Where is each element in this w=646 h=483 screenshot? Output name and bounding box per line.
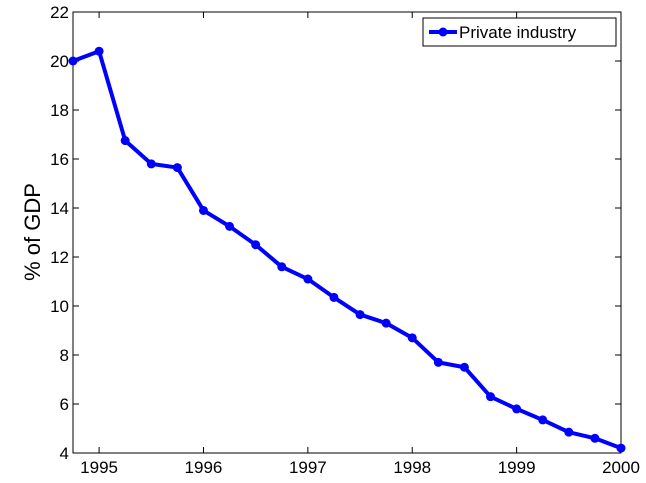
y-axis-label: % of GDP	[20, 183, 45, 281]
marker	[355, 310, 365, 320]
legend-label: Private industry	[459, 23, 577, 42]
y-tick-label: 14	[50, 199, 69, 218]
marker	[172, 163, 182, 173]
marker	[251, 240, 261, 250]
marker	[564, 427, 574, 437]
marker	[433, 357, 443, 367]
y-tick-label: 10	[50, 297, 69, 316]
legend-marker	[438, 27, 448, 37]
marker	[198, 205, 208, 215]
marker	[590, 433, 600, 443]
x-tick-label: 1997	[289, 458, 327, 477]
x-tick-label: 1999	[498, 458, 536, 477]
y-tick-label: 12	[50, 248, 69, 267]
marker	[512, 404, 522, 414]
y-tick-label: 8	[60, 346, 69, 365]
marker	[146, 159, 156, 169]
marker	[459, 362, 469, 372]
marker	[486, 392, 496, 402]
marker	[538, 415, 548, 425]
y-tick-label: 16	[50, 150, 69, 169]
plot-area	[72, 11, 622, 454]
marker	[94, 46, 104, 56]
marker	[616, 443, 626, 453]
y-tick-label: 6	[60, 395, 69, 414]
marker	[381, 318, 391, 328]
marker	[120, 136, 130, 146]
marker	[303, 274, 313, 284]
y-tick-label: 4	[60, 444, 69, 463]
x-tick-label: 1998	[393, 458, 431, 477]
y-tick-label: 20	[50, 52, 69, 71]
marker	[225, 221, 235, 231]
y-tick-label: 22	[50, 3, 69, 22]
marker	[407, 333, 417, 343]
marker	[68, 56, 78, 66]
line	[72, 49, 622, 450]
marker	[329, 292, 339, 302]
x-tick-label: 1995	[80, 458, 118, 477]
x-tick-label: 1996	[185, 458, 223, 477]
y-tick-label: 18	[50, 101, 69, 120]
marker	[277, 262, 287, 272]
x-tick-label: 2000	[602, 458, 640, 477]
